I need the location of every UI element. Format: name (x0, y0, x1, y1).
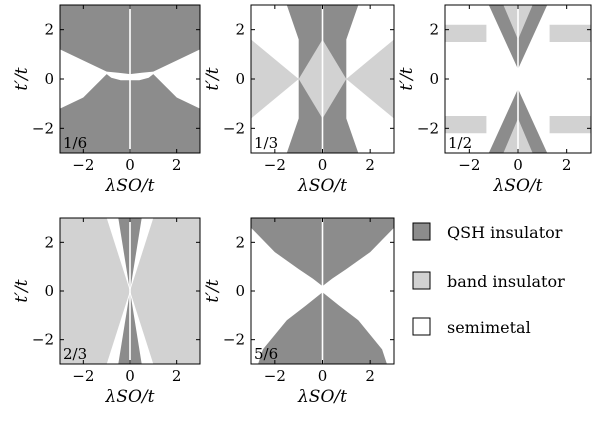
legend-swatch-band (412, 271, 431, 290)
x-tick-label: −2 (264, 367, 286, 385)
x-tick-label: −2 (72, 367, 94, 385)
panels-group: −2 0 2 2 0 −2 λSO/t t′/t 1/6 −2 0 2 2 0 −2 λSO/t t′/t 1/3… (12, 4, 592, 407)
y-tick-label: 0 (235, 282, 245, 300)
y-tick-label: 2 (44, 233, 54, 251)
y-tick-label: −2 (223, 119, 245, 137)
legend-swatch-qsh (412, 222, 431, 241)
x-tick-label: 2 (562, 156, 572, 174)
x-tick-label: 2 (365, 156, 375, 174)
phase-region-qsh (251, 292, 387, 364)
y-axis-label: t′/t (203, 279, 223, 302)
phase-region-band (549, 116, 591, 134)
x-tick-label: 2 (365, 367, 375, 385)
y-tick-label: 2 (235, 233, 245, 251)
y-tick-label: 2 (44, 21, 54, 39)
y-tick-label: −2 (417, 119, 439, 137)
x-axis-label: λSO/t (105, 387, 155, 407)
x-tick-label: 0 (318, 156, 328, 174)
x-tick-label: 2 (172, 156, 182, 174)
y-axis-label: t′/t (203, 67, 223, 90)
panel-4: −2 0 2 2 0 −2 λSO/t t′/t 2/3 (12, 217, 201, 407)
y-tick-label: −2 (32, 119, 54, 137)
phase-region-band (445, 116, 487, 134)
x-tick-label: 2 (172, 367, 182, 385)
phase-region-band (445, 24, 487, 42)
panel-1: −2 0 2 2 0 −2 λSO/t t′/t 1/6 (12, 4, 201, 196)
panel-2: −2 0 2 2 0 −2 λSO/t t′/t 1/3 (203, 4, 395, 196)
phase-region-band (346, 39, 394, 119)
y-axis-label: t′/t (12, 279, 32, 302)
x-axis-label: λSO/t (105, 176, 155, 196)
legend: QSH insulator band insulator semimetal (412, 222, 565, 337)
x-axis-label: λSO/t (297, 176, 347, 196)
x-tick-label: 0 (125, 367, 135, 385)
legend-label-semimetal: semimetal (447, 318, 531, 337)
y-axis-label: t′/t (12, 67, 32, 90)
panel-label: 5/6 (254, 345, 278, 363)
y-tick-label: 2 (235, 21, 245, 39)
panel-label: 2/3 (63, 345, 87, 363)
panel-label: 1/3 (254, 134, 278, 152)
x-tick-label: 0 (318, 367, 328, 385)
x-axis-label: λSO/t (493, 176, 543, 196)
panel-label: 1/2 (448, 134, 472, 152)
x-tick-label: −2 (72, 156, 94, 174)
x-tick-label: 0 (513, 156, 523, 174)
y-tick-label: 0 (429, 70, 439, 88)
y-axis-label: t′/t (397, 67, 417, 90)
legend-swatch-semimetal (412, 317, 431, 336)
y-tick-label: 0 (44, 282, 54, 300)
legend-label-qsh: QSH insulator (447, 223, 563, 242)
y-tick-label: −2 (32, 331, 54, 349)
y-tick-label: −2 (223, 331, 245, 349)
legend-label-band: band insulator (447, 272, 565, 291)
panel-5: −2 0 2 2 0 −2 λSO/t t′/t 5/6 (203, 217, 395, 407)
y-tick-label: 0 (44, 70, 54, 88)
x-tick-label: −2 (264, 156, 286, 174)
x-tick-label: 0 (125, 156, 135, 174)
panel-3: −2 0 2 2 0 −2 λSO/t t′/t 1/2 (397, 4, 592, 196)
y-tick-label: 2 (429, 21, 439, 39)
x-tick-label: −2 (458, 156, 480, 174)
y-tick-label: 0 (235, 70, 245, 88)
phase-region-band (251, 39, 299, 119)
phase-region-band (549, 24, 591, 42)
panel-label: 1/6 (63, 134, 87, 152)
x-axis-label: λSO/t (297, 387, 347, 407)
